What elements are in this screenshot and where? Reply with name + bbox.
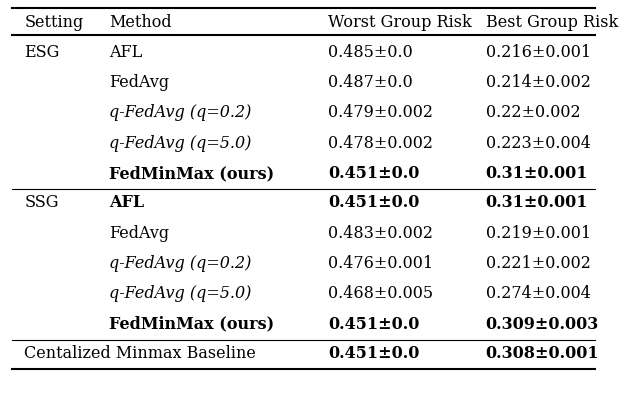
Text: 0.487±0.0: 0.487±0.0 [328, 74, 413, 91]
Text: Method: Method [109, 14, 172, 31]
Text: Setting: Setting [24, 14, 84, 31]
Text: 0.309±0.003: 0.309±0.003 [486, 315, 599, 332]
Text: SSG: SSG [24, 194, 59, 211]
Text: q-FedAvg (q=0.2): q-FedAvg (q=0.2) [109, 254, 252, 272]
Text: 0.451±0.0: 0.451±0.0 [328, 344, 419, 361]
Text: 0.219±0.001: 0.219±0.001 [486, 224, 591, 241]
Text: ESG: ESG [24, 43, 60, 61]
Text: 0.308±0.001: 0.308±0.001 [486, 344, 599, 361]
Text: 0.485±0.0: 0.485±0.0 [328, 43, 413, 61]
Text: FedAvg: FedAvg [109, 74, 170, 91]
Text: 0.468±0.005: 0.468±0.005 [328, 285, 433, 302]
Text: 0.223±0.004: 0.223±0.004 [486, 134, 591, 151]
Text: FedMinMax (ours): FedMinMax (ours) [109, 164, 275, 182]
Text: q-FedAvg (q=0.2): q-FedAvg (q=0.2) [109, 104, 252, 121]
Text: AFL: AFL [109, 43, 143, 61]
Text: 0.31±0.001: 0.31±0.001 [486, 194, 588, 211]
Text: Centalized Minmax Baseline: Centalized Minmax Baseline [24, 344, 256, 361]
Text: 0.31±0.001: 0.31±0.001 [486, 164, 588, 182]
Text: 0.451±0.0: 0.451±0.0 [328, 164, 419, 182]
Text: 0.274±0.004: 0.274±0.004 [486, 285, 591, 302]
Text: Worst Group Risk: Worst Group Risk [328, 14, 472, 31]
Text: 0.22±0.002: 0.22±0.002 [486, 104, 580, 121]
Text: 0.216±0.001: 0.216±0.001 [486, 43, 591, 61]
Text: 0.479±0.002: 0.479±0.002 [328, 104, 433, 121]
Text: FedMinMax (ours): FedMinMax (ours) [109, 315, 275, 332]
Text: AFL: AFL [109, 194, 145, 211]
Text: q-FedAvg (q=5.0): q-FedAvg (q=5.0) [109, 285, 252, 302]
Text: 0.451±0.0: 0.451±0.0 [328, 194, 419, 211]
Text: 0.451±0.0: 0.451±0.0 [328, 315, 419, 332]
Text: 0.478±0.002: 0.478±0.002 [328, 134, 433, 151]
Text: FedAvg: FedAvg [109, 224, 170, 241]
Text: 0.483±0.002: 0.483±0.002 [328, 224, 433, 241]
Text: 0.214±0.002: 0.214±0.002 [486, 74, 591, 91]
Text: Best Group Risk: Best Group Risk [486, 14, 618, 31]
Text: 0.221±0.002: 0.221±0.002 [486, 254, 591, 272]
Text: q-FedAvg (q=5.0): q-FedAvg (q=5.0) [109, 134, 252, 151]
Text: 0.476±0.001: 0.476±0.001 [328, 254, 433, 272]
